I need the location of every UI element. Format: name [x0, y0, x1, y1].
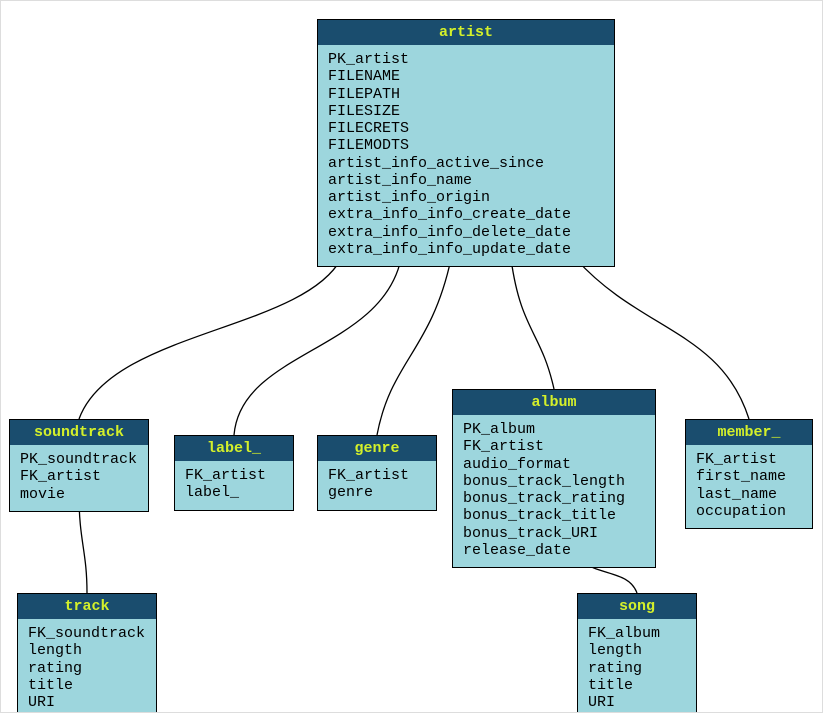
attr: FK_album	[588, 625, 686, 642]
attr: PK_album	[463, 421, 645, 438]
edge-artist-label	[234, 259, 401, 435]
attr: extra_info_info_update_date	[328, 241, 604, 258]
attr: title	[28, 677, 146, 694]
attr: release_date	[463, 542, 645, 559]
attr: URI	[28, 694, 146, 711]
entity-genre-title: genre	[318, 436, 436, 461]
attr: first_name	[696, 468, 802, 485]
attr: length	[28, 642, 146, 659]
entity-artist-title: artist	[318, 20, 614, 45]
attr: bonus_track_title	[463, 507, 645, 524]
attr: genre	[328, 484, 426, 501]
attr: FK_artist	[328, 467, 426, 484]
entity-member-attrs: FK_artistfirst_namelast_nameoccupation	[686, 445, 812, 528]
entity-song-title: song	[578, 594, 696, 619]
attr: last_name	[696, 486, 802, 503]
attr: bonus_track_length	[463, 473, 645, 490]
attr: FK_artist	[185, 467, 283, 484]
attr: artist_info_origin	[328, 189, 604, 206]
entity-album: albumPK_albumFK_artistaudio_formatbonus_…	[452, 389, 656, 568]
entity-track: trackFK_soundtracklengthratingtitleURI	[17, 593, 157, 713]
entity-track-title: track	[18, 594, 156, 619]
attr: FILECRETS	[328, 120, 604, 137]
entity-label-title: label_	[175, 436, 293, 461]
entity-soundtrack-title: soundtrack	[10, 420, 148, 445]
entity-song: songFK_albumlengthratingtitleURI	[577, 593, 697, 713]
edge-artist-genre	[377, 259, 451, 435]
edge-artist-soundtrack	[79, 259, 341, 419]
attr: artist_info_name	[328, 172, 604, 189]
entity-artist-attrs: PK_artistFILENAMEFILEPATHFILESIZEFILECRE…	[318, 45, 614, 266]
attr: length	[588, 642, 686, 659]
attr: bonus_track_URI	[463, 525, 645, 542]
entity-label-attrs: FK_artistlabel_	[175, 461, 293, 510]
entity-label: label_FK_artistlabel_	[174, 435, 294, 511]
attr: bonus_track_rating	[463, 490, 645, 507]
entity-member-title: member_	[686, 420, 812, 445]
attr: artist_info_active_since	[328, 155, 604, 172]
attr: PK_soundtrack	[20, 451, 138, 468]
attr: movie	[20, 486, 138, 503]
attr: FK_artist	[20, 468, 138, 485]
edge-artist-album	[511, 259, 554, 389]
entity-track-attrs: FK_soundtracklengthratingtitleURI	[18, 619, 156, 713]
attr: extra_info_info_create_date	[328, 206, 604, 223]
entity-album-attrs: PK_albumFK_artistaudio_formatbonus_track…	[453, 415, 655, 567]
attr: occupation	[696, 503, 802, 520]
entity-genre-attrs: FK_artistgenre	[318, 461, 436, 510]
attr: FILESIZE	[328, 103, 604, 120]
attr: FILEPATH	[328, 86, 604, 103]
attr: rating	[28, 660, 146, 677]
attr: FK_artist	[696, 451, 802, 468]
attr: label_	[185, 484, 283, 501]
attr: rating	[588, 660, 686, 677]
entity-soundtrack-attrs: PK_soundtrackFK_artistmovie	[10, 445, 148, 511]
attr: FILENAME	[328, 68, 604, 85]
attr: title	[588, 677, 686, 694]
attr: extra_info_info_delete_date	[328, 224, 604, 241]
er-diagram-canvas: artistPK_artistFILENAMEFILEPATHFILESIZEF…	[0, 0, 823, 713]
attr: URI	[588, 694, 686, 711]
entity-album-title: album	[453, 390, 655, 415]
attr: FK_soundtrack	[28, 625, 146, 642]
attr: FILEMODTS	[328, 137, 604, 154]
entity-artist: artistPK_artistFILENAMEFILEPATHFILESIZEF…	[317, 19, 615, 267]
attr: FK_artist	[463, 438, 645, 455]
attr: audio_format	[463, 456, 645, 473]
attr: PK_artist	[328, 51, 604, 68]
entity-member: member_FK_artistfirst_namelast_nameoccup…	[685, 419, 813, 529]
entity-soundtrack: soundtrackPK_soundtrackFK_artistmovie	[9, 419, 149, 512]
entity-song-attrs: FK_albumlengthratingtitleURI	[578, 619, 696, 713]
entity-genre: genreFK_artistgenre	[317, 435, 437, 511]
